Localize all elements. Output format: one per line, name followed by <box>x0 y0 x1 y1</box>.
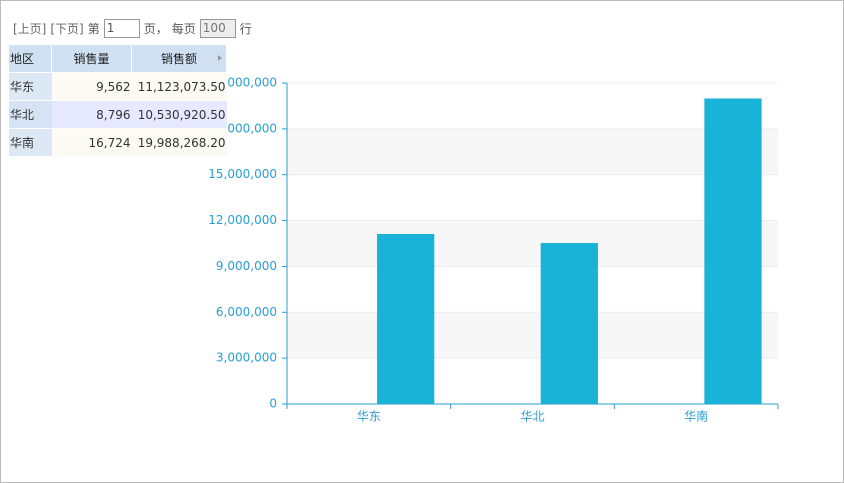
cell: 华北 <box>9 100 52 129</box>
cell: 华东 <box>9 72 52 101</box>
row: 华北 8,796 10,530,920.50 <box>9 100 227 129</box>
y-tick-label: 6,000,000 <box>216 305 277 319</box>
cell: 华南 <box>9 128 52 157</box>
y-tick-label: 3,000,000 <box>216 351 277 365</box>
label: 第 <box>87 22 100 36</box>
data-table: 地区 销售量 销售额 华东 9,562 11,123,073.50 华北 8,796 1… <box>9 45 227 157</box>
header-row: 地区 销售量 销售额 <box>9 45 227 73</box>
bar <box>540 243 598 404</box>
header-cell[interactable]: 销售量 <box>51 45 132 73</box>
x-tick-label: 华东 <box>357 410 381 424</box>
grid-band <box>287 312 778 359</box>
y-tick-label: 15,000,000 <box>208 167 277 181</box>
grid-band <box>287 128 778 175</box>
label: 行 <box>239 22 252 36</box>
header-text: 销售额 <box>160 52 197 66</box>
pager: [上页] [下页] 第 1 页， 每页 100 行 <box>13 19 252 38</box>
y-tick-label: 9,000,000 <box>216 259 277 273</box>
cell: 16,724 <box>51 128 132 157</box>
bar <box>704 98 762 405</box>
cell: 19,988,268.20 <box>131 128 227 157</box>
row: 华南 16,724 19,988,268.20 <box>9 128 227 157</box>
x-tick-label: 华南 <box>684 409 708 424</box>
label: 页， <box>143 22 168 36</box>
next-link[interactable]: [下页] <box>50 22 84 36</box>
sort-arrow <box>218 55 222 61</box>
cell: 8,796 <box>51 100 132 129</box>
header-cell[interactable]: 销售额 <box>131 45 227 73</box>
prev-link[interactable]: [上页] <box>13 22 47 36</box>
page-input[interactable]: 1 <box>103 19 140 38</box>
cell: 11,123,073.50 <box>131 72 227 101</box>
per-page-input[interactable]: 100 <box>199 19 236 38</box>
label: 每页 <box>171 22 196 36</box>
grid-band <box>287 220 778 267</box>
cell: 10,530,920.50 <box>131 100 227 129</box>
y-tick-label: 12,000,000 <box>208 213 277 227</box>
cell: 9,562 <box>51 72 132 101</box>
row: 华东 9,562 11,123,073.50 <box>9 72 227 101</box>
y-tick-label: 0 <box>269 397 277 411</box>
header-cell[interactable]: 地区 <box>9 45 52 73</box>
bar <box>377 233 435 404</box>
x-tick-label: 华北 <box>520 410 544 424</box>
